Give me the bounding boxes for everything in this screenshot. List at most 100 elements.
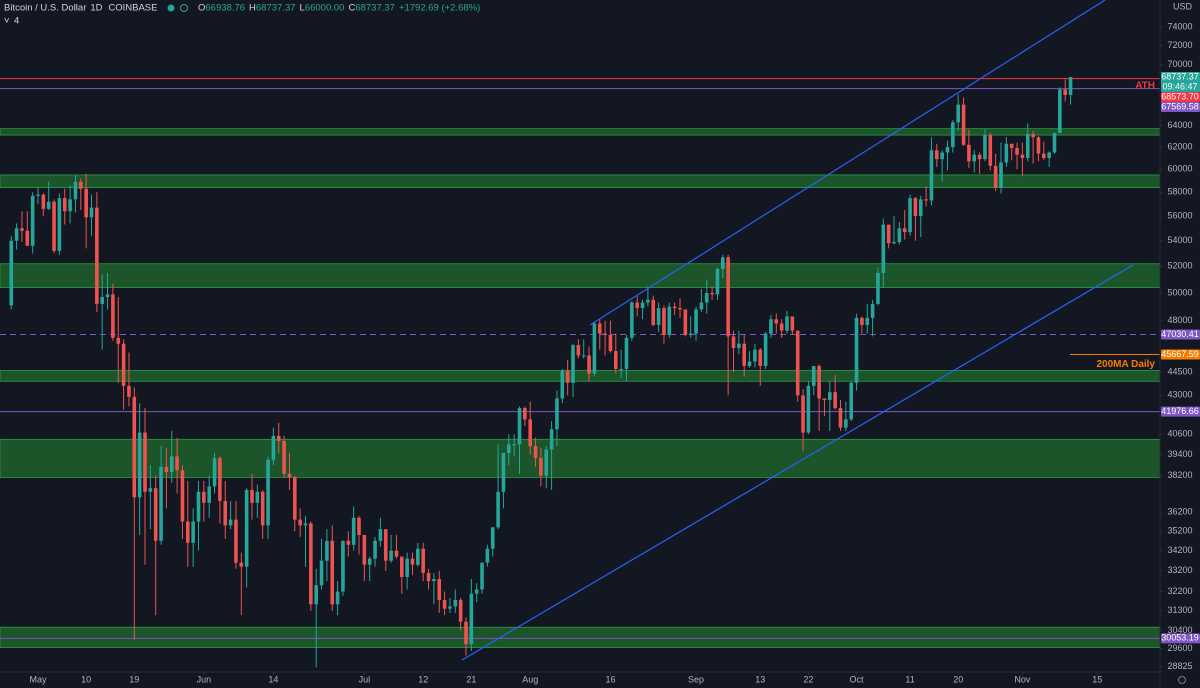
- candle-body: [132, 396, 137, 498]
- candle-body: [779, 323, 784, 331]
- data-status[interactable]: [180, 4, 188, 12]
- candle-body: [287, 473, 292, 478]
- candle-body: [753, 349, 757, 362]
- candle-body: [46, 201, 51, 209]
- candle-body: [405, 558, 409, 577]
- candle-body: [801, 395, 805, 433]
- candle-body: [619, 368, 623, 370]
- y-tick-label: 44500: [1167, 366, 1192, 376]
- candle-body: [1036, 137, 1041, 154]
- candle-body: [196, 491, 201, 522]
- candle-body: [1058, 89, 1062, 133]
- candle-body: [20, 228, 24, 231]
- header: Bitcoin / U.S. Dollar 1D COINBASE ˅ 4 US…: [4, 1, 1193, 684]
- ohlc-key: O: [198, 3, 205, 14]
- x-tick-label: 15: [1092, 674, 1102, 684]
- candle-body: [549, 429, 554, 450]
- indicators-toggle[interactable]: ˅: [4, 16, 10, 27]
- y-tick-label: 35200: [1167, 525, 1192, 535]
- candle-body: [1068, 77, 1073, 96]
- y-tick-label: 50000: [1167, 287, 1192, 297]
- x-tick-label: Oct: [850, 674, 865, 684]
- indicator-count: 4: [14, 16, 19, 27]
- candle-body: [68, 199, 72, 212]
- candle-body: [127, 385, 131, 397]
- ohlc-value: 68737.37: [256, 3, 296, 14]
- candle-body: [330, 540, 335, 605]
- price-label-box: [1161, 349, 1200, 360]
- candle-body: [972, 154, 977, 162]
- candle-body: [202, 491, 206, 503]
- ohlc-value: 68737.37: [355, 3, 395, 14]
- candle-body: [357, 517, 361, 535]
- candle-body: [260, 491, 265, 526]
- settings[interactable]: [1178, 676, 1186, 684]
- candle-body: [822, 398, 827, 401]
- candle-body: [571, 345, 575, 383]
- support-zone: [0, 263, 1161, 288]
- candle-body: [1020, 154, 1025, 159]
- candle-body: [785, 316, 789, 331]
- candle-body: [833, 392, 837, 409]
- y-tick-label: 60000: [1167, 164, 1192, 174]
- x-tick-label: 10: [81, 674, 91, 684]
- candle-body: [175, 456, 179, 471]
- candle-body: [913, 198, 918, 217]
- candle-body: [496, 491, 500, 528]
- support-zone: [0, 626, 1161, 648]
- y-tick-label: 28825: [1167, 661, 1192, 671]
- candle-body: [36, 194, 40, 196]
- candle-body: [817, 365, 821, 399]
- interval: 1D: [90, 3, 102, 14]
- candle-body: [351, 517, 356, 545]
- price-label: 41976.66: [1161, 406, 1199, 416]
- candle-body: [849, 382, 853, 420]
- candle-body: [929, 150, 934, 201]
- candle-body: [721, 257, 725, 269]
- candle-body: [394, 550, 399, 557]
- support-zone: [0, 128, 1161, 136]
- candle-body: [84, 188, 88, 218]
- bar-countdown: 09:46:47: [1162, 81, 1197, 91]
- candle-body: [597, 323, 602, 334]
- x-tick-label: May: [29, 674, 47, 684]
- candle-body: [988, 135, 993, 166]
- ohlc-key: H: [249, 3, 256, 14]
- candle-body: [234, 519, 238, 563]
- candle-body: [581, 355, 586, 357]
- x-tick-label: 12: [418, 674, 428, 684]
- candle-body: [710, 292, 714, 295]
- candle-body: [319, 560, 324, 586]
- candle-body: [608, 334, 613, 352]
- candle-body: [742, 343, 746, 366]
- price-label-box: [1161, 633, 1200, 644]
- candle-body: [1063, 89, 1067, 96]
- candle-body: [293, 477, 297, 520]
- candle-body: [309, 523, 313, 605]
- candle-body: [73, 181, 78, 200]
- price-label-box: [1161, 329, 1200, 340]
- candle-body: [442, 600, 447, 609]
- candle-body: [501, 452, 506, 492]
- candle-body: [116, 337, 121, 344]
- x-tick-label: 20: [953, 674, 963, 684]
- candle-body: [282, 440, 286, 474]
- y-tick-label: 34200: [1167, 545, 1192, 555]
- candle-body: [656, 308, 661, 325]
- candle-body: [902, 228, 907, 233]
- candle-body: [999, 162, 1003, 188]
- candle-body: [121, 343, 126, 386]
- candle-body: [715, 268, 720, 295]
- candle-body: [795, 330, 800, 396]
- price-label: 67569.58: [1161, 101, 1199, 111]
- candle-body: [469, 593, 474, 645]
- candle-body: [592, 323, 597, 374]
- candle-body: [191, 521, 195, 543]
- y-tick-label: 70000: [1167, 59, 1192, 69]
- y-tick-label: 38200: [1167, 470, 1192, 480]
- candle-body: [490, 527, 495, 549]
- candle-body: [1047, 152, 1051, 159]
- candle-body: [153, 488, 158, 541]
- candle-body: [421, 548, 425, 573]
